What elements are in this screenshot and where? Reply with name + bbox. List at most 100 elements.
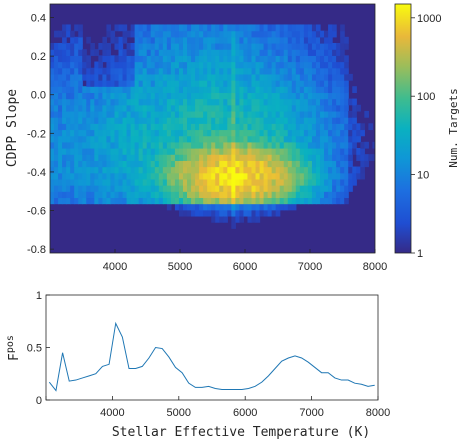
heatmap-cell [344,110,349,118]
heatmap-cell [332,92,337,100]
heatmap-cell [263,110,269,118]
heatmap-cell [130,42,136,50]
heatmap-cell [118,172,124,180]
heatmap-cell [174,49,180,56]
heatmap-cell [138,141,144,149]
heatmap-cell [154,129,160,137]
heatmap-cell [259,123,265,131]
heatmap-cell [146,185,152,192]
heatmap-cell [279,42,285,50]
heatmap-cell [118,178,124,186]
heatmap-cell [315,42,321,50]
heatmap-cell [295,86,301,94]
heatmap-cell [348,73,353,81]
heatmap-cell [231,166,236,174]
heatmap-cell [122,185,128,192]
heatmap-cell [271,73,277,81]
heatmap-cell [271,117,277,124]
heatmap-cell [243,73,249,81]
heatmap-cell [174,80,180,87]
heatmap-cell [311,160,317,168]
heatmap-cell [106,117,112,124]
heatmap-cell [162,61,168,69]
heatmap-cell [215,209,220,217]
heatmap-cell [178,73,184,81]
heatmap-cell [166,49,172,56]
heatmap-cell [195,67,200,75]
heatmap-cell [195,154,200,161]
heatmap-cell [82,197,87,205]
heatmap-cell [283,86,289,94]
heatmap-cell [66,141,71,149]
heatmap-cell [227,197,232,205]
heatmap-cell [166,135,172,143]
heatmap-cell [223,30,228,38]
heatmap-cell [344,160,349,168]
heatmap-cell [78,135,83,143]
heatmap-cell [315,148,321,155]
heatmap-cell [162,92,168,100]
heatmap-cell [154,67,160,75]
heatmap-cell [275,36,281,44]
heatmap-cell [142,73,148,81]
heatmap-cell [239,148,245,155]
heatmap-cell [102,86,108,94]
heatmap-cell [315,49,321,56]
heatmap-cell [215,141,220,149]
heatmap-cell [243,67,249,75]
heatmap-cell [158,80,164,87]
heatmap-cell [315,154,321,161]
heatmap-cell [110,36,116,44]
heatmap-cell [98,172,103,180]
heatmap-cell [138,98,144,106]
heatmap-cell [106,123,112,131]
heatmap-cell [66,148,71,155]
heatmap-cell [82,185,87,192]
heatmap-cell [118,141,124,149]
heatmap-cell [130,73,136,81]
heatmap-cell [199,185,204,192]
heatmap-cell [299,42,305,50]
heatmap-cell [324,178,329,186]
heatmap-cell [239,104,245,112]
heatmap-cell [98,110,103,118]
heatmap-cell [150,166,156,174]
heatmap-cell [146,197,152,205]
heatmap-cell [102,191,108,199]
heatmap-cell [158,36,164,44]
fpos-series-line [48,321,375,392]
heatmap-cell [94,129,99,137]
heatmap-cell [118,110,124,118]
heatmap-cell [98,123,103,131]
heatmap-cell [255,92,261,100]
heatmap-cell [299,141,305,149]
heatmap-cell [295,36,301,44]
heatmap-cell [199,73,204,81]
heatmap-cell [166,117,172,124]
heatmap-cell [203,67,208,75]
heatmap-cell [150,49,156,56]
heatmap-cell [231,49,236,56]
heatmap-cell [195,123,200,131]
heatmap-cell [82,92,87,100]
heatmap-cell [307,86,313,94]
heatmap-cell [154,160,160,168]
heatmap-cell [195,172,200,180]
heatmap-cell [142,141,148,149]
heatmap-cell [231,117,236,124]
heatmap-cell [287,135,293,143]
heatmap-cell [263,55,269,63]
heatmap-cell [122,123,128,131]
heatmap-cell [267,148,273,155]
heatmap-cell [219,203,224,211]
heatmap-cell [154,55,160,63]
heatmap-cell [271,172,277,180]
heatmap-cell [126,55,132,63]
heatmap-cell [320,166,325,174]
heatmap-cell [178,86,184,94]
heatmap-cell [287,36,293,44]
heatmap-cell [311,123,317,131]
heatmap-cell [239,135,245,143]
heatmap-cell [170,191,176,199]
heatmap-cell [182,135,188,143]
